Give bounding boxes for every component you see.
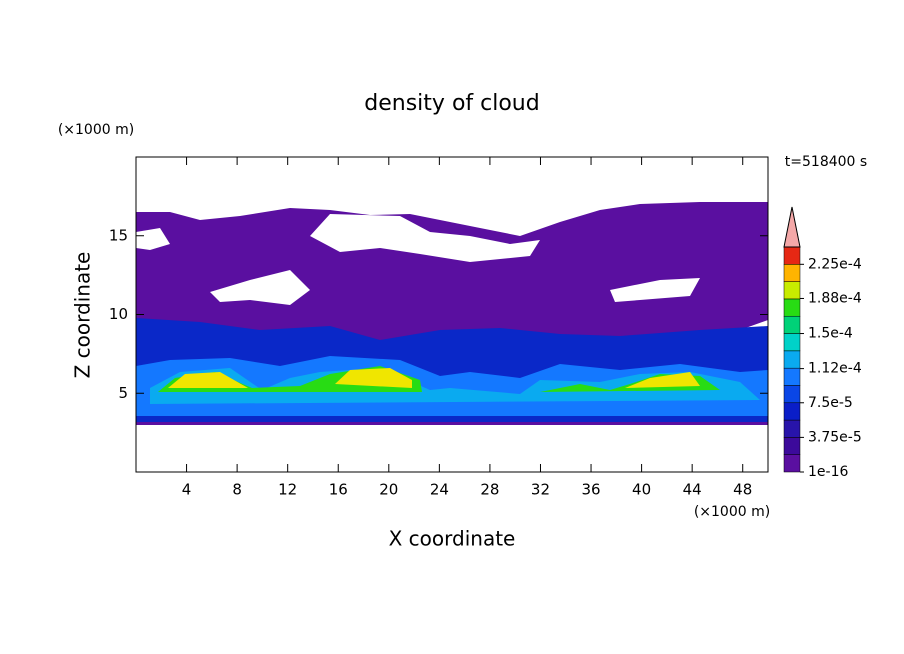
colorbar-box [783,246,801,265]
colorbar-tick-label: 1e-16 [808,464,848,480]
x-tick-label: 28 [480,481,499,499]
colorbar-extend [783,206,801,248]
x-tick-label: 44 [683,481,702,499]
cloud-gap [610,278,700,302]
colorbar-box [783,454,801,473]
y-axis-label: Z coordinate [71,252,95,379]
colorbar-tick-label: 1.5e-4 [808,326,853,342]
y-tick-label: 15 [109,226,128,244]
cloud-gap [136,228,170,250]
x-tick-label: 4 [182,481,192,499]
colorbar-box [783,385,801,404]
colorbar-box [783,315,801,334]
x-tick-label: 24 [430,481,449,499]
colorbar-tick-label: 1.12e-4 [808,361,862,377]
colorbar-tick-label: 3.75e-5 [808,429,862,445]
cloud-gap [310,214,540,262]
contour-field [136,202,768,425]
colorbar-box [783,264,801,282]
band [150,368,760,404]
x-tick-label: 12 [278,481,297,499]
colorbar-tick-label: 7.5e-5 [808,395,853,411]
y-unit: (×1000 m) [58,122,134,138]
time-annotation: t=518400 s [785,154,867,170]
x-tick-label: 8 [232,481,242,499]
colorbar-box [783,437,801,455]
colorbar-box [783,367,801,386]
x-tick-label: 32 [531,481,550,499]
x-axis-label: X coordinate [389,527,516,551]
y-tick-label: 10 [109,305,128,323]
colorbar-box [783,333,801,352]
x-tick-label: 16 [329,481,348,499]
colorbar-box [783,281,801,300]
colorbar-box [783,419,801,438]
cloud-gap [210,270,310,305]
colorbar-box [783,402,801,421]
x-tick-label: 20 [379,481,398,499]
y-tick-label: 5 [118,384,128,402]
x-tick-label: 48 [733,481,752,499]
band [158,366,720,392]
chart-title: density of cloud [364,91,539,116]
colorbar-tick-label: 1.88e-4 [808,290,862,306]
band [168,368,700,388]
colorbar-box [783,350,801,369]
colorbar-box [783,298,801,317]
x-tick-label: 36 [581,481,600,499]
x-unit: (×1000 m) [694,504,770,520]
x-tick-label: 40 [632,481,651,499]
colorbar-tick-label: 2.25e-4 [808,256,862,272]
